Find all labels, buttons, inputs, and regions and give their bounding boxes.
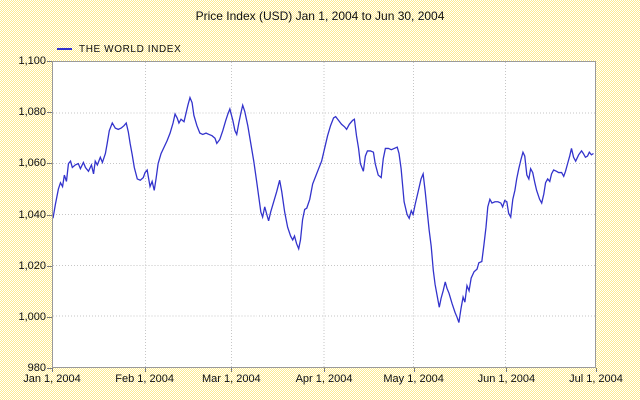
x-axis-tick <box>596 368 597 372</box>
y-axis-tick-label: 1,080 <box>18 106 46 119</box>
x-axis-tick <box>324 368 325 372</box>
y-axis-tick-label: 1,060 <box>18 157 46 170</box>
world-index-line <box>53 95 594 323</box>
x-axis-tick-label: Jul 1, 2004 <box>569 373 623 385</box>
x-axis-tick <box>413 368 415 372</box>
x-axis-tick-label: May 1, 2004 <box>383 373 444 385</box>
x-axis-tick-label: Jan 1, 2004 <box>23 373 81 385</box>
legend-line-sample-icon <box>57 48 72 50</box>
y-axis-tick <box>47 112 52 114</box>
legend: THE WORLD INDEX <box>57 43 181 55</box>
y-axis-tick <box>47 61 52 62</box>
y-axis-tick <box>47 214 52 216</box>
chart-title: Price Index (USD) Jan 1, 2004 to Jun 30,… <box>195 9 445 23</box>
price-index-line-chart <box>53 62 595 367</box>
y-axis-tick-label: 1,000 <box>18 310 46 323</box>
x-axis-tick-label: Feb 1, 2004 <box>115 373 175 385</box>
y-axis-tick <box>47 368 52 369</box>
x-axis-tick-label: Apr 1, 2004 <box>295 373 353 385</box>
y-axis-tick <box>47 265 52 267</box>
x-axis-tick <box>231 368 233 372</box>
x-axis-tick-label: Mar 1, 2004 <box>201 373 261 385</box>
x-axis-tick-label: Jun 1, 2004 <box>477 373 536 385</box>
legend-series-label: THE WORLD INDEX <box>79 43 182 55</box>
y-axis-tick-label: 1,020 <box>18 259 46 272</box>
y-axis-tick-label: 1,100 <box>18 55 46 67</box>
y-axis-tick-label: 1,040 <box>18 208 46 221</box>
x-axis-tick <box>144 368 146 372</box>
y-axis-tick <box>47 316 52 318</box>
plot-area <box>52 61 596 368</box>
x-axis-tick <box>52 368 53 372</box>
x-axis-tick <box>506 368 508 372</box>
y-axis-tick-label: 980 <box>27 362 46 374</box>
y-axis-tick <box>47 163 52 165</box>
